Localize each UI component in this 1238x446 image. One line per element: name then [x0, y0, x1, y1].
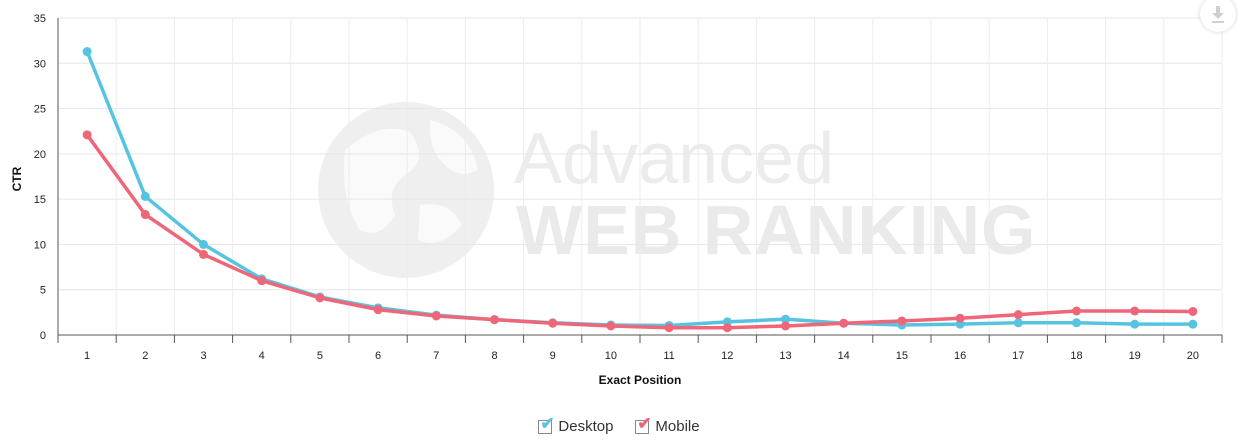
data-point-mobile[interactable]	[82, 130, 92, 140]
x-tick-label: 19	[1129, 350, 1141, 362]
watermark-line1: Advanced	[514, 119, 834, 199]
data-point-mobile[interactable]	[722, 323, 732, 333]
series-mobile	[82, 130, 1198, 333]
legend-item-desktop[interactable]: ✔ Desktop	[538, 415, 614, 435]
legend: ✔ Desktop ✔ Mobile	[0, 415, 1238, 435]
x-tick-label: 13	[779, 350, 791, 362]
y-tick-label: 30	[34, 58, 46, 70]
x-tick-label: 9	[550, 350, 556, 362]
data-point-mobile[interactable]	[315, 293, 325, 303]
data-point-mobile[interactable]	[373, 305, 383, 315]
watermark-line2: WEB RANKING	[516, 191, 1036, 269]
data-point-desktop[interactable]	[140, 191, 150, 201]
data-point-mobile[interactable]	[955, 313, 965, 323]
x-tick-label: 5	[317, 350, 323, 362]
download-icon	[1212, 6, 1224, 23]
data-point-mobile[interactable]	[490, 315, 499, 325]
y-tick-label: 0	[40, 330, 46, 342]
data-point-mobile[interactable]	[781, 321, 790, 331]
legend-label-desktop: Desktop	[558, 418, 614, 435]
legend-label-mobile: Mobile	[655, 418, 700, 435]
data-point-desktop[interactable]	[1130, 319, 1140, 329]
data-point-mobile[interactable]	[1130, 306, 1140, 316]
legend-checkbox-desktop[interactable]: ✔	[538, 415, 555, 434]
legend-checkbox-mobile[interactable]: ✔	[635, 415, 652, 434]
x-tick-label: 15	[896, 350, 908, 362]
series-layer	[82, 47, 1198, 333]
grid	[57, 17, 1223, 336]
data-point-desktop[interactable]	[781, 314, 790, 324]
data-point-mobile[interactable]	[257, 276, 267, 286]
legend-item-mobile[interactable]: ✔ Mobile	[635, 415, 700, 435]
x-tick-label: 17	[1012, 350, 1024, 362]
data-point-desktop[interactable]	[82, 47, 92, 57]
data-point-mobile[interactable]	[664, 323, 674, 333]
x-tick-label: 14	[838, 350, 850, 362]
data-point-desktop[interactable]	[1013, 318, 1023, 328]
data-point-mobile[interactable]	[839, 318, 849, 328]
x-tick-label: 8	[491, 350, 497, 362]
data-point-desktop[interactable]	[1072, 318, 1081, 328]
x-tick-label: 1	[84, 350, 90, 362]
x-tick-label: 12	[721, 350, 733, 362]
data-point-mobile[interactable]	[431, 311, 441, 321]
checkmark-icon: ✔	[540, 413, 555, 433]
y-tick-label: 35	[34, 13, 46, 25]
x-tick-label: 4	[259, 350, 265, 362]
data-point-mobile[interactable]	[897, 316, 907, 326]
x-tick-label: 11	[663, 350, 674, 362]
series-line-mobile	[85, 133, 1195, 330]
y-tick-label: 15	[34, 194, 46, 206]
x-tick-label: 6	[375, 350, 381, 362]
data-point-mobile[interactable]	[1188, 306, 1198, 316]
x-axis-title: Exact Position	[599, 373, 682, 387]
x-tick-label: 18	[1070, 350, 1082, 362]
y-axis-title: CTR	[10, 166, 24, 191]
y-tick-label: 5	[40, 285, 46, 297]
data-point-mobile[interactable]	[548, 318, 558, 328]
data-point-mobile[interactable]	[1013, 310, 1023, 320]
y-tick-label: 10	[34, 239, 46, 251]
data-point-mobile[interactable]	[199, 249, 208, 259]
data-point-mobile[interactable]	[606, 321, 616, 331]
y-tick-label: 20	[34, 149, 46, 161]
x-tick-label: 7	[433, 350, 439, 362]
globe-icon	[318, 102, 494, 278]
x-tick-label: 3	[200, 350, 206, 362]
checkmark-icon: ✔	[637, 413, 652, 433]
data-point-desktop[interactable]	[1188, 319, 1198, 329]
x-tick-label: 2	[142, 350, 148, 362]
x-tick-label: 10	[605, 350, 617, 362]
watermark: Advanced WEB RANKING	[318, 102, 1036, 278]
x-tick-label: 20	[1187, 350, 1199, 362]
data-point-desktop[interactable]	[199, 239, 208, 249]
x-tick-label: 16	[954, 350, 966, 362]
data-point-mobile[interactable]	[140, 210, 150, 220]
y-tick-label: 25	[34, 104, 46, 116]
data-point-mobile[interactable]	[1072, 306, 1081, 316]
download-button[interactable]	[1200, 0, 1236, 32]
